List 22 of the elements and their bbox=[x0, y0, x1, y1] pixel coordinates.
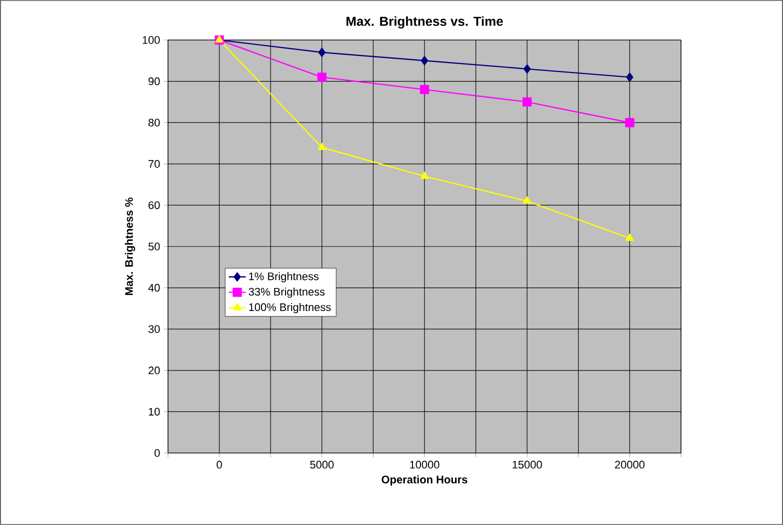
y-tick-label: 60 bbox=[148, 201, 160, 210]
x-tick-label: 0 bbox=[216, 460, 222, 469]
y-axis-title: Max. Brightness % bbox=[124, 198, 136, 295]
y-tick-label: 0 bbox=[154, 449, 160, 457]
legend-label: 100% Brightness bbox=[249, 303, 331, 314]
y-tick-label: 80 bbox=[148, 118, 160, 126]
y-tick-label: 30 bbox=[148, 325, 160, 333]
y-tick-label: 50 bbox=[148, 242, 160, 250]
x-tick-label: 20000 bbox=[615, 460, 644, 469]
y-tick-label: 100 bbox=[142, 36, 160, 44]
x-tick-label: 10000 bbox=[410, 460, 440, 469]
x-tick-label: 15000 bbox=[512, 460, 542, 469]
legend-label: 33% Brightness bbox=[248, 288, 325, 298]
x-tick-label: 5000 bbox=[310, 460, 334, 469]
chart-title: Max. Brightness vs. Time bbox=[346, 16, 503, 29]
y-tick-label: 90 bbox=[148, 77, 160, 86]
y-tick-label: 20 bbox=[148, 366, 160, 374]
y-tick-label: 10 bbox=[148, 408, 160, 416]
x-axis-title: Operation Hours bbox=[382, 475, 468, 486]
legend-label: 1% Brightness bbox=[249, 272, 319, 282]
y-tick-label: 70 bbox=[148, 160, 160, 168]
y-tick-label: 40 bbox=[148, 284, 160, 292]
